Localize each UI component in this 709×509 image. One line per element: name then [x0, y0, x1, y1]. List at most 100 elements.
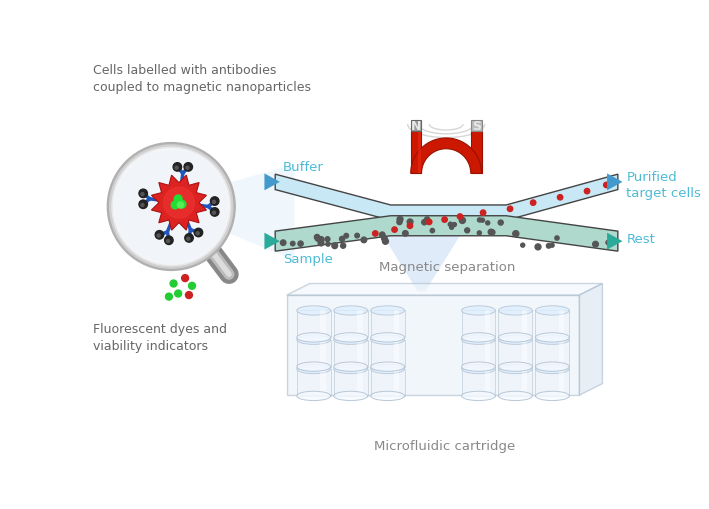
- Circle shape: [186, 238, 190, 241]
- Circle shape: [403, 231, 408, 237]
- Circle shape: [170, 280, 177, 288]
- Polygon shape: [320, 311, 325, 338]
- Circle shape: [213, 201, 216, 204]
- Circle shape: [513, 231, 519, 237]
- Polygon shape: [411, 139, 481, 174]
- Circle shape: [379, 233, 385, 238]
- Text: Cells labelled with antibodies
coupled to magnetic nanoparticles: Cells labelled with antibodies coupled t…: [94, 64, 311, 94]
- Circle shape: [113, 150, 229, 265]
- Circle shape: [281, 240, 286, 246]
- Circle shape: [555, 236, 559, 241]
- Circle shape: [291, 242, 295, 246]
- Polygon shape: [334, 340, 367, 367]
- Ellipse shape: [498, 364, 532, 374]
- Circle shape: [165, 294, 172, 300]
- Circle shape: [196, 232, 199, 235]
- Ellipse shape: [462, 364, 496, 374]
- Circle shape: [340, 244, 346, 249]
- Polygon shape: [371, 311, 405, 338]
- Circle shape: [422, 220, 427, 225]
- Circle shape: [172, 202, 179, 209]
- Ellipse shape: [498, 333, 532, 343]
- Ellipse shape: [371, 364, 405, 374]
- Circle shape: [593, 242, 598, 247]
- Circle shape: [174, 195, 182, 203]
- Circle shape: [354, 234, 359, 238]
- Circle shape: [584, 189, 590, 194]
- Circle shape: [177, 203, 184, 209]
- Circle shape: [486, 221, 490, 225]
- Polygon shape: [523, 369, 527, 396]
- Circle shape: [189, 283, 196, 290]
- Polygon shape: [607, 174, 623, 191]
- Ellipse shape: [535, 364, 569, 374]
- Ellipse shape: [371, 333, 405, 343]
- Circle shape: [477, 218, 481, 222]
- Ellipse shape: [535, 362, 569, 372]
- Circle shape: [141, 193, 144, 196]
- Polygon shape: [275, 216, 618, 251]
- Circle shape: [174, 291, 182, 297]
- Circle shape: [425, 217, 430, 222]
- Circle shape: [550, 244, 554, 248]
- Polygon shape: [320, 340, 325, 367]
- Polygon shape: [334, 311, 367, 338]
- Circle shape: [211, 208, 219, 217]
- Circle shape: [211, 197, 219, 206]
- Ellipse shape: [297, 391, 330, 401]
- Polygon shape: [559, 340, 564, 367]
- Circle shape: [175, 167, 178, 170]
- Circle shape: [407, 219, 413, 225]
- Ellipse shape: [535, 391, 569, 401]
- Polygon shape: [357, 340, 362, 367]
- Text: Sample: Sample: [283, 253, 333, 266]
- Polygon shape: [297, 311, 330, 338]
- Polygon shape: [357, 369, 362, 396]
- Circle shape: [361, 238, 367, 243]
- Ellipse shape: [535, 306, 569, 316]
- Polygon shape: [206, 165, 294, 261]
- Circle shape: [112, 148, 230, 266]
- Polygon shape: [607, 233, 623, 250]
- Ellipse shape: [498, 391, 532, 401]
- Polygon shape: [471, 121, 481, 132]
- Ellipse shape: [535, 333, 569, 343]
- Polygon shape: [523, 340, 527, 367]
- Circle shape: [373, 231, 378, 237]
- Polygon shape: [418, 132, 421, 174]
- Circle shape: [457, 214, 463, 220]
- Text: S: S: [471, 120, 481, 133]
- Ellipse shape: [498, 306, 532, 316]
- Polygon shape: [286, 295, 579, 395]
- Circle shape: [442, 217, 447, 223]
- Circle shape: [110, 146, 233, 269]
- Polygon shape: [535, 369, 569, 396]
- Ellipse shape: [334, 306, 367, 316]
- Polygon shape: [275, 175, 618, 221]
- Circle shape: [481, 211, 486, 216]
- Circle shape: [298, 242, 303, 247]
- Polygon shape: [559, 369, 564, 396]
- Polygon shape: [498, 340, 532, 367]
- Circle shape: [397, 217, 403, 223]
- Circle shape: [477, 232, 481, 236]
- Polygon shape: [411, 121, 421, 132]
- Text: Microfluidic cartridge: Microfluidic cartridge: [374, 439, 515, 452]
- Circle shape: [481, 219, 484, 223]
- Circle shape: [489, 230, 494, 236]
- Circle shape: [340, 237, 345, 242]
- Circle shape: [459, 218, 465, 224]
- Ellipse shape: [462, 333, 496, 343]
- Circle shape: [547, 244, 551, 248]
- Circle shape: [186, 167, 189, 170]
- Circle shape: [344, 234, 349, 239]
- Polygon shape: [394, 340, 399, 367]
- Polygon shape: [357, 311, 362, 338]
- Text: Rest: Rest: [626, 233, 655, 246]
- Circle shape: [157, 235, 160, 238]
- Ellipse shape: [462, 306, 496, 316]
- Ellipse shape: [462, 335, 496, 345]
- Polygon shape: [498, 369, 532, 396]
- Circle shape: [450, 226, 454, 230]
- Text: Purified
target cells: Purified target cells: [626, 171, 701, 200]
